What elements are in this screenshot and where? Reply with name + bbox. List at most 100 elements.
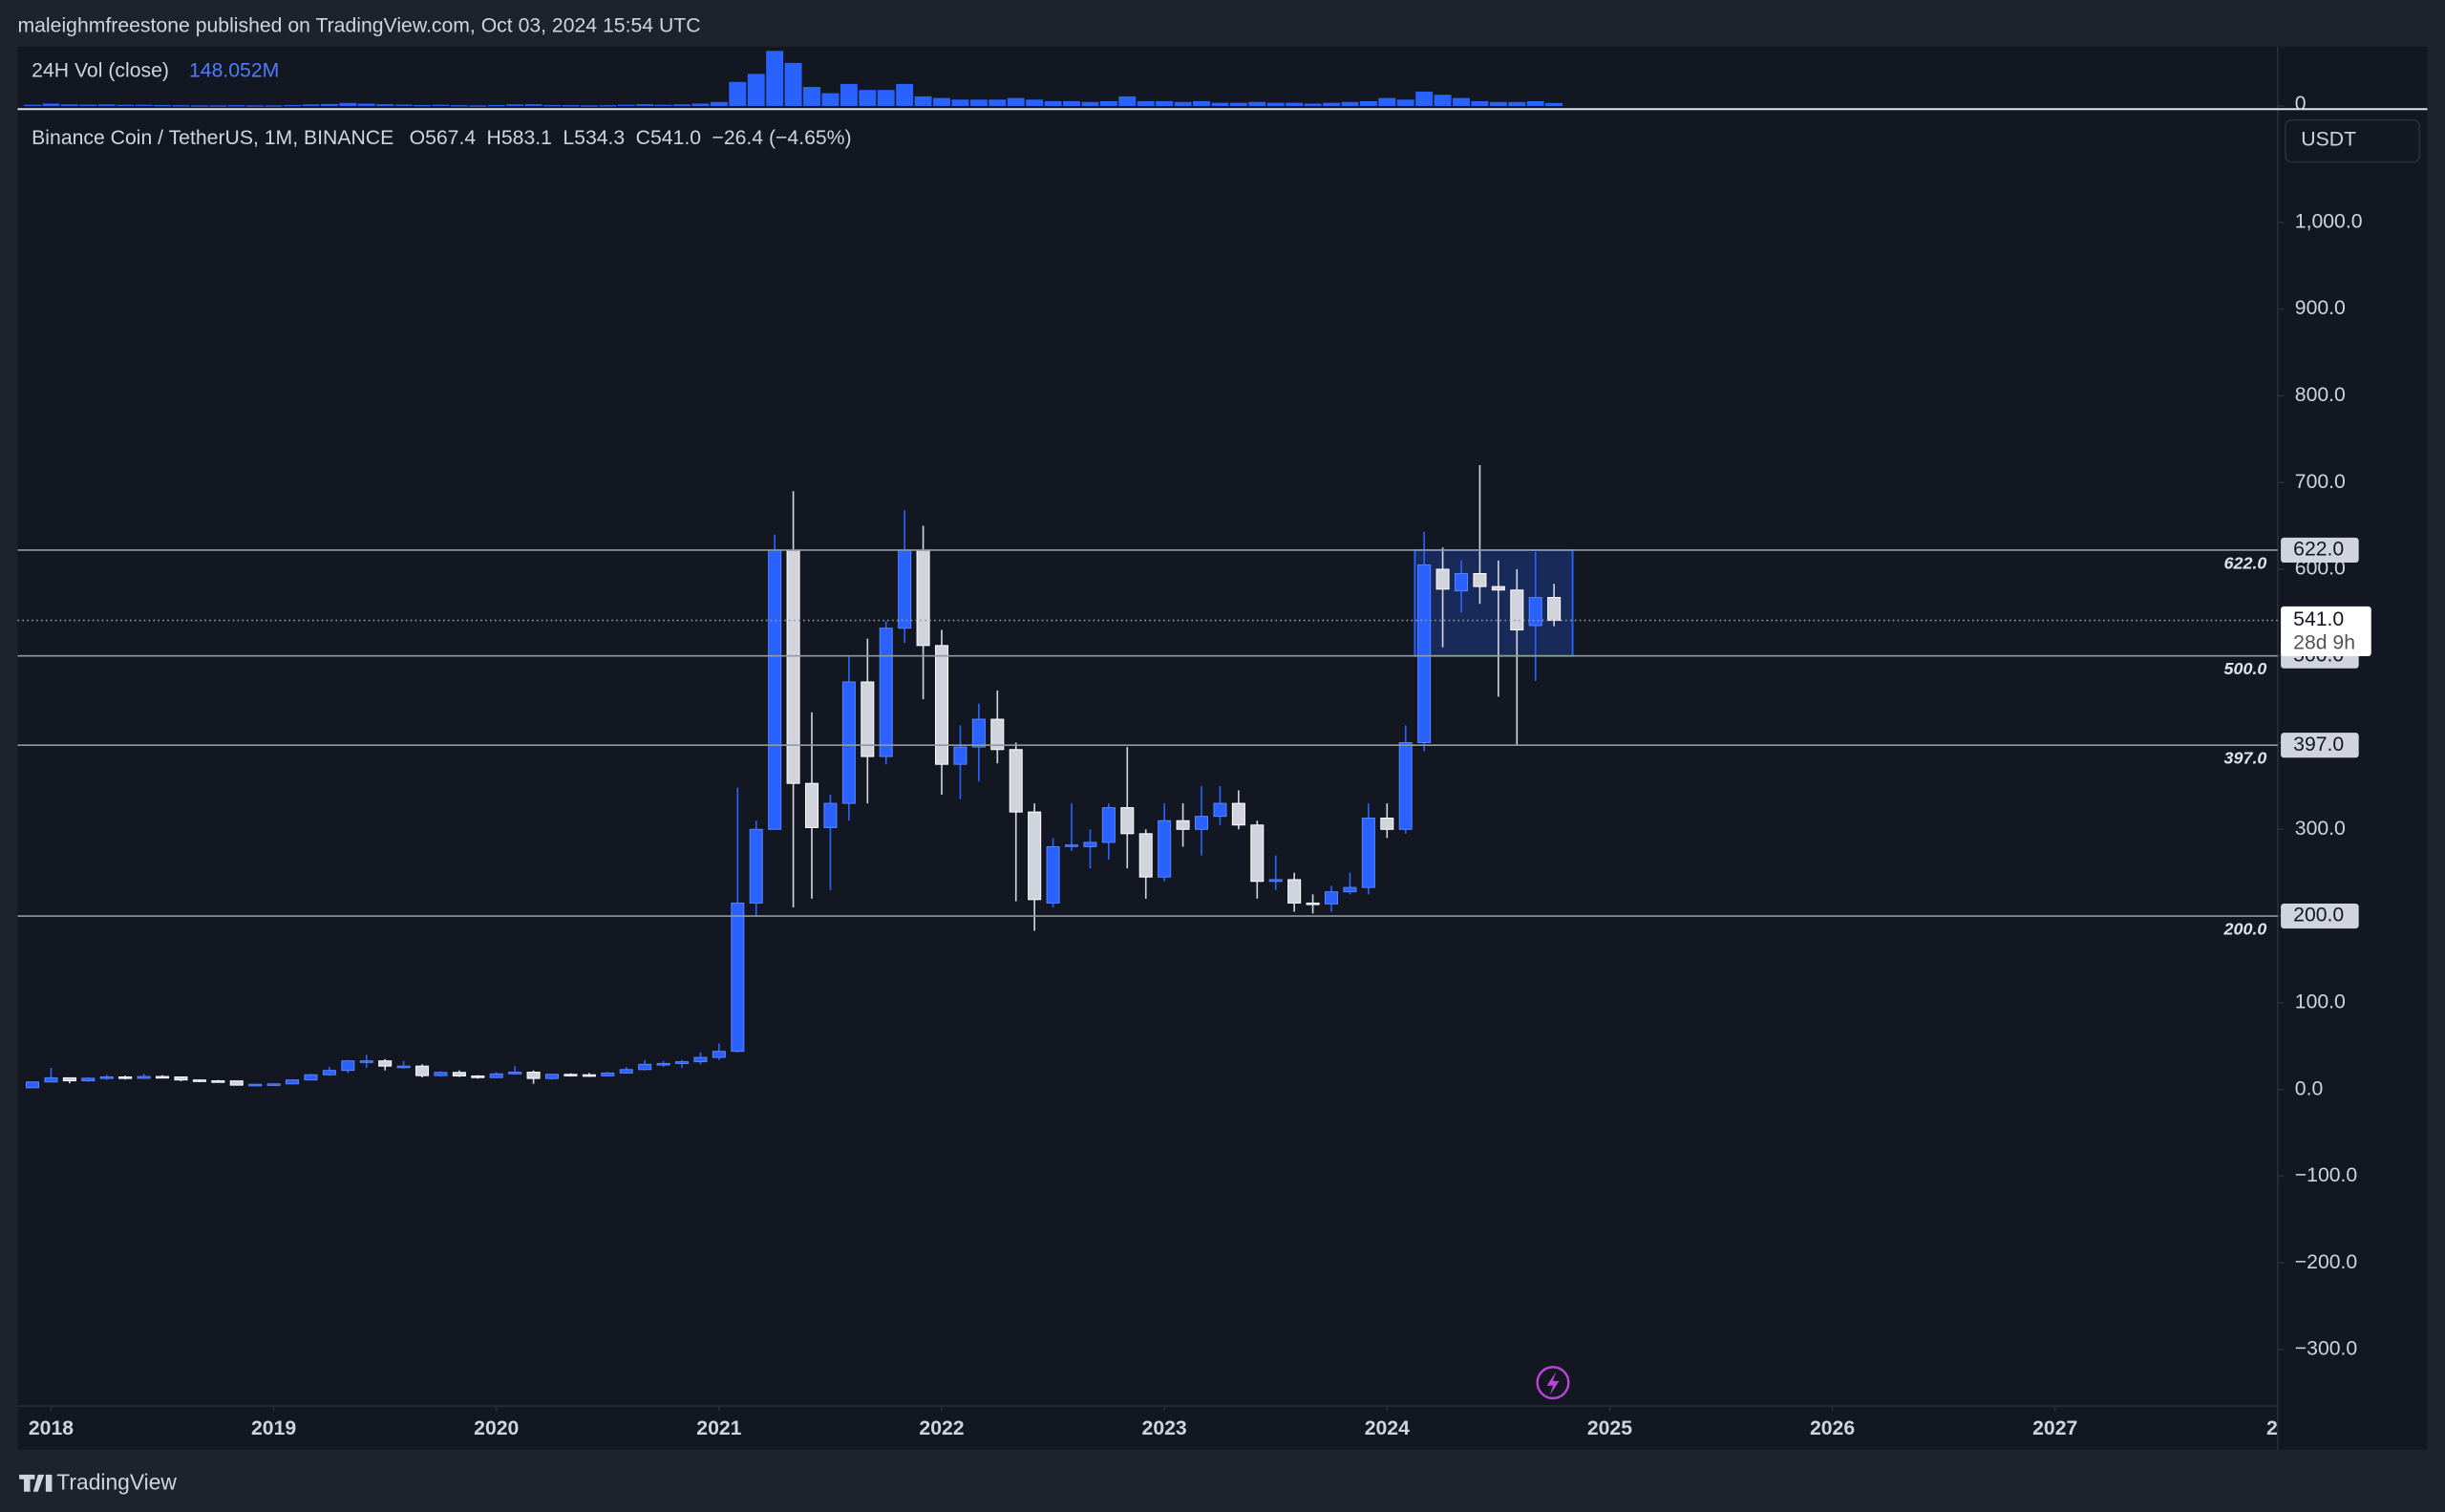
volume-bar xyxy=(79,104,97,106)
level-label: 500.0 xyxy=(2224,659,2267,678)
volume-bar xyxy=(376,104,394,106)
volume-tick-label: 0 xyxy=(2295,93,2307,115)
candle-body xyxy=(1101,807,1116,843)
candle-body xyxy=(1064,844,1079,847)
volume-bar xyxy=(562,105,580,107)
volume-bar xyxy=(1396,99,1414,106)
candle-body xyxy=(489,1073,503,1078)
candle-body xyxy=(192,1079,206,1082)
volume-bar xyxy=(877,90,895,106)
candle-body xyxy=(749,828,763,904)
x-tick-label: 2020 xyxy=(474,1417,519,1439)
volume-bar xyxy=(357,103,375,106)
candle-body xyxy=(1083,841,1097,847)
candle-body xyxy=(26,1081,40,1089)
volume-bar xyxy=(469,105,487,107)
chart-area xyxy=(17,46,2428,1450)
candle-body xyxy=(990,718,1005,751)
candle-body xyxy=(1435,568,1450,590)
candle-body xyxy=(229,1080,244,1086)
candle-body xyxy=(1231,802,1245,826)
candle-body xyxy=(452,1072,466,1076)
volume-bar xyxy=(154,104,172,107)
candle-body xyxy=(693,1056,708,1063)
volume-bar xyxy=(896,83,914,106)
volume-bar xyxy=(414,104,432,107)
candle-body xyxy=(1028,811,1042,901)
candle-body xyxy=(211,1080,225,1083)
legend-title: Binance Coin / TetherUS, 1M, BINANCE xyxy=(32,127,393,149)
currency-button[interactable] xyxy=(2285,118,2421,163)
volume-bar xyxy=(1081,101,1099,106)
volume-bar xyxy=(1489,101,1507,106)
volume-bar xyxy=(432,104,450,107)
volume-bar xyxy=(302,104,320,106)
candle-body xyxy=(304,1074,318,1081)
event-icon[interactable] xyxy=(1536,1366,1570,1400)
y-tick-label: 600.0 xyxy=(2295,558,2346,580)
volume-bar xyxy=(394,104,413,106)
candle-body xyxy=(916,549,930,647)
candle-body xyxy=(601,1072,615,1076)
volume-bar xyxy=(1526,100,1544,106)
legend: Binance Coin / TetherUS, 1M, BINANCE O567… xyxy=(32,127,851,149)
volume-bar xyxy=(1229,102,1247,106)
candle-body xyxy=(526,1072,541,1079)
footer: TradingView xyxy=(56,1470,177,1495)
volume-bar xyxy=(784,62,802,106)
level-label: 397.0 xyxy=(2224,749,2267,768)
candle-body xyxy=(156,1075,170,1079)
volume-bar xyxy=(747,74,765,106)
candle-body xyxy=(1306,902,1320,905)
candle-body xyxy=(174,1076,188,1081)
candle-body xyxy=(953,746,967,765)
candle-body xyxy=(1547,597,1562,621)
candle-body xyxy=(1194,816,1209,830)
candle-body xyxy=(1454,572,1469,592)
volume-bar xyxy=(1378,97,1396,106)
volume-bar xyxy=(1099,100,1117,106)
x-axis: 2018 2019 2020 2021 2022 2023 2024 2025 2026 2027… xyxy=(29,1406,2278,1439)
y-tick-label: −100.0 xyxy=(2295,1164,2357,1186)
volume-bar xyxy=(24,104,42,107)
volume-bar xyxy=(599,105,617,107)
volume-bar xyxy=(821,93,840,106)
x-tick-label: 2025 xyxy=(1587,1417,1632,1439)
volume-bar xyxy=(209,105,227,107)
volume-bar xyxy=(840,83,858,106)
candle-body xyxy=(137,1075,151,1079)
x-tick-label: 2019 xyxy=(251,1417,296,1439)
volume-bar xyxy=(1453,97,1470,106)
volume-bar xyxy=(1545,102,1563,106)
volume-bar xyxy=(1211,102,1229,106)
volume-legend: 24H Vol (close) xyxy=(32,60,169,82)
level-label: 200.0 xyxy=(2223,920,2267,939)
countdown: 28d 9h xyxy=(2293,632,2355,654)
currency[interactable]: USDT xyxy=(2301,128,2356,150)
candle-body xyxy=(1473,572,1487,587)
candle-body xyxy=(619,1069,633,1074)
volume-bar xyxy=(543,104,562,107)
candle-body xyxy=(118,1076,133,1079)
level-badge-label: 622.0 xyxy=(2293,539,2344,561)
candle-body xyxy=(712,1051,726,1058)
volume-bar xyxy=(524,104,542,106)
volume-bar xyxy=(933,97,950,106)
candle-body xyxy=(861,681,875,757)
level-label: 622.0 xyxy=(2224,553,2267,572)
candle-body xyxy=(1268,879,1283,883)
candle-body xyxy=(415,1065,430,1076)
x-tick-label: 2021 xyxy=(696,1417,741,1439)
volume-bar xyxy=(246,105,265,107)
candle-body xyxy=(266,1083,281,1086)
candle-body xyxy=(44,1076,58,1083)
candle-body xyxy=(971,718,986,748)
candle-body xyxy=(508,1072,522,1075)
volume-bar xyxy=(691,103,710,106)
volume-bar xyxy=(487,104,505,107)
candle-body xyxy=(1324,891,1339,905)
candle-body xyxy=(81,1077,96,1082)
event-icon-bolt xyxy=(1546,1372,1560,1395)
candle-body xyxy=(656,1062,670,1066)
